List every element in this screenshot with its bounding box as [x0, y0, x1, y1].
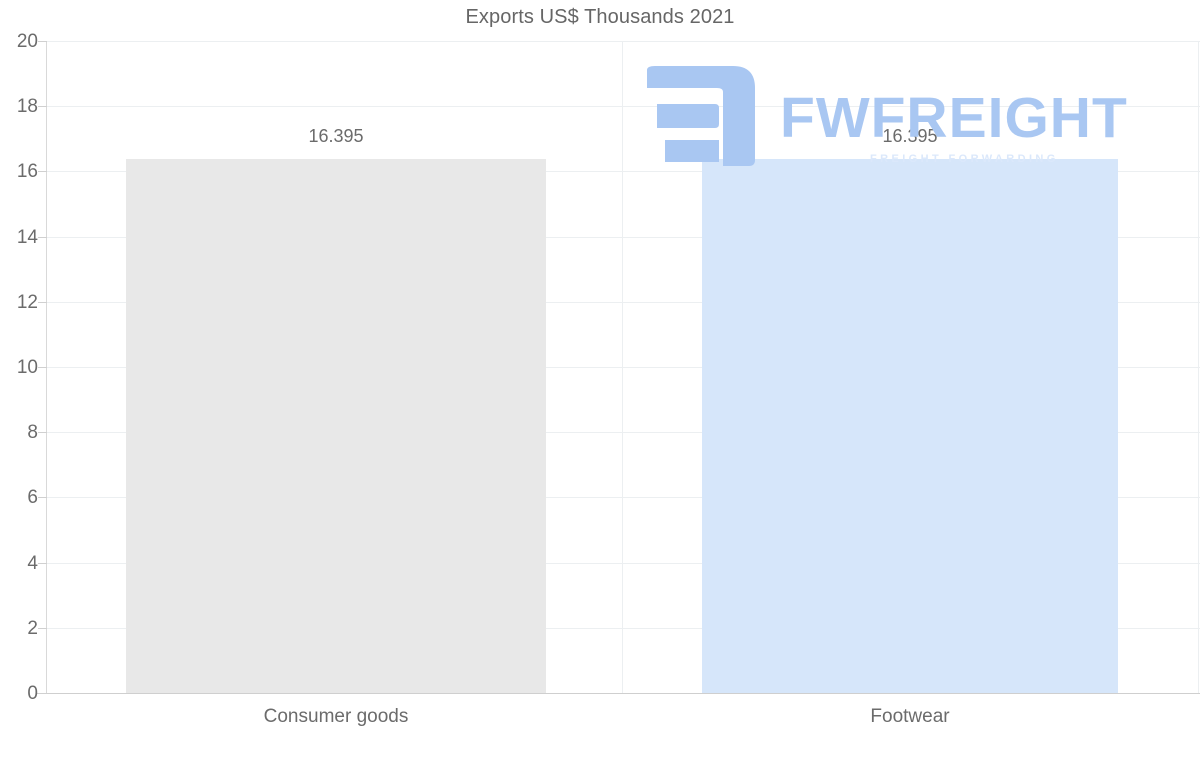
y-tick-label-0: 0	[27, 683, 38, 704]
x-tick-label-footwear: Footwear	[870, 706, 950, 727]
chart-title: Exports US$ Thousands 2021	[465, 6, 735, 28]
bar-value-label-consumer-goods: 16.395	[308, 126, 364, 146]
y-tick-label-20: 20	[16, 31, 38, 52]
y-tick-label-10: 10	[16, 357, 38, 378]
gridline-y-4	[46, 563, 1200, 564]
y-tick-label-14: 14	[16, 227, 38, 248]
y-tick-label-2: 2	[27, 618, 38, 639]
gridline-y-18	[46, 106, 1200, 107]
y-tick-18	[38, 106, 47, 107]
gridline-x-category-divider	[622, 41, 623, 693]
y-tick-12	[38, 302, 47, 303]
x-tick-label-consumer-goods: Consumer goods	[263, 706, 409, 727]
y-tick-8	[38, 432, 47, 433]
y-tick-2	[38, 628, 47, 629]
y-tick-0	[38, 693, 47, 694]
gridline-y-10	[46, 367, 1200, 368]
gridline-y-12	[46, 302, 1200, 303]
y-tick-label-16: 16	[16, 161, 38, 182]
gridline-y-8	[46, 432, 1200, 433]
bar-value-label-footwear: 16.395	[882, 126, 938, 146]
y-tick-6	[38, 497, 47, 498]
gridline-y-2	[46, 628, 1200, 629]
gridline-y-16	[46, 171, 1200, 172]
y-tick-10	[38, 367, 47, 368]
y-tick-4	[38, 563, 47, 564]
gridline-y-14	[46, 237, 1200, 238]
gridline-y-20	[46, 41, 1200, 42]
y-tick-14	[38, 237, 47, 238]
bar-footwear[interactable]	[702, 159, 1118, 693]
plot-area	[46, 41, 1200, 693]
y-tick-label-4: 4	[27, 553, 38, 574]
y-tick-label-12: 12	[16, 292, 38, 313]
gridline-y-6	[46, 497, 1200, 498]
y-tick-label-6: 6	[27, 487, 38, 508]
y-tick-16	[38, 171, 47, 172]
gridline-x-right-edge	[1198, 41, 1199, 693]
y-tick-label-18: 18	[16, 96, 38, 117]
y-tick-20	[38, 41, 47, 42]
bar-consumer-goods[interactable]	[126, 159, 546, 693]
y-tick-label-8: 8	[27, 422, 38, 443]
x-axis-line	[36, 693, 1200, 694]
